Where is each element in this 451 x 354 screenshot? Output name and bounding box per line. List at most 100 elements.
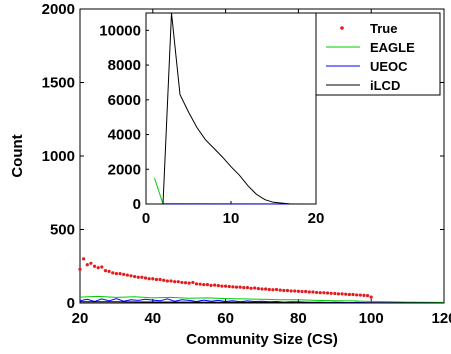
true-data-point [278, 288, 282, 292]
true-data-point [122, 272, 126, 276]
true-data-point [89, 261, 93, 265]
legend-marker-true [340, 26, 344, 30]
true-data-point [183, 281, 188, 285]
true-data-point [165, 279, 169, 283]
main-x-tick-label: 80 [290, 310, 307, 327]
true-data-point [187, 281, 191, 285]
true-data-point [162, 278, 166, 282]
true-data-point [129, 274, 133, 278]
true-data-point [333, 291, 337, 296]
true-data-point [133, 274, 137, 279]
true-data-point [100, 265, 104, 269]
true-data-point [304, 289, 308, 294]
true-data-point [358, 293, 362, 297]
true-data-point [194, 282, 199, 286]
main-y-tick-label: 1500 [42, 75, 75, 92]
main-x-tick-label: 100 [359, 310, 384, 327]
true-data-point [289, 289, 293, 293]
true-data-point [267, 287, 271, 292]
true-data-point [154, 277, 159, 282]
true-data-point [351, 292, 355, 297]
true-data-point [216, 284, 220, 288]
inset-x-tick-label: 20 [308, 210, 325, 227]
true-data-point [169, 279, 173, 283]
true-data-point [78, 267, 82, 271]
true-data-point [249, 286, 253, 290]
true-data-point [220, 284, 224, 288]
true-data-point [234, 285, 239, 289]
true-data-point [125, 273, 129, 277]
true-data-point [260, 287, 264, 291]
true-data-point [173, 280, 177, 284]
true-data-point [271, 288, 275, 292]
true-data-point [362, 293, 366, 297]
main-y-tick-label: 0 [67, 295, 75, 312]
inset-x-tick-label: 0 [142, 210, 150, 227]
true-data-point [256, 286, 260, 291]
true-data-point [85, 263, 89, 267]
true-data-point [231, 285, 235, 289]
true-data-point [365, 294, 370, 298]
main-y-tick-label: 500 [50, 222, 75, 239]
true-data-point [114, 272, 118, 276]
true-data-point [307, 290, 311, 294]
true-data-point [355, 293, 359, 297]
true-data-point [347, 292, 351, 297]
inset-plot-frame [145, 12, 317, 205]
true-data-point [147, 277, 151, 281]
true-data-point [136, 275, 140, 279]
true-data-point [140, 275, 144, 279]
true-data-point [293, 289, 297, 293]
true-data-point [253, 286, 257, 290]
inset-y-tick-label: 2000 [108, 161, 141, 178]
true-data-point [227, 284, 231, 289]
true-data-point [311, 290, 315, 294]
true-data-point [176, 280, 180, 284]
inset-y-tick-label: 4000 [108, 127, 141, 144]
main-x-tick-label: 40 [144, 310, 161, 327]
true-data-point [318, 291, 322, 295]
true-data-point [158, 277, 162, 282]
x-axis-label: Community Size (CS) [186, 331, 338, 348]
true-data-point [315, 290, 319, 295]
series-line-ilcd [80, 301, 445, 304]
true-data-point [143, 276, 148, 280]
true-data-point [198, 282, 202, 286]
true-data-point [92, 264, 97, 268]
true-data-point [191, 280, 195, 285]
inset-series-line-ilcd [162, 12, 316, 205]
inset-y-tick-label: 6000 [108, 92, 141, 109]
main-x-tick-label: 60 [217, 310, 234, 327]
true-data-point [285, 288, 290, 293]
true-data-point [118, 272, 122, 276]
main-y-tick-label: 1000 [42, 148, 75, 165]
true-data-point [245, 285, 250, 290]
true-data-point [264, 287, 268, 291]
inset-series-line-eagle [154, 177, 164, 205]
true-data-point [238, 285, 242, 289]
true-data-point [325, 291, 330, 295]
inset-y-tick-label: 0 [133, 196, 141, 213]
true-data-point [209, 283, 213, 287]
true-data-point [344, 292, 348, 296]
true-data-point [224, 284, 228, 288]
true-data-point [369, 295, 373, 299]
true-data-point [151, 277, 155, 281]
true-data-point [242, 285, 246, 290]
true-data-point [202, 283, 206, 287]
true-data-point [111, 271, 115, 275]
legend-label: EAGLE [370, 40, 415, 55]
inset-y-tick-label: 10000 [99, 22, 141, 39]
true-data-point [103, 269, 108, 273]
true-data-point [274, 287, 279, 292]
legend-box [315, 12, 441, 96]
main-x-tick-label: 120 [431, 310, 451, 327]
true-data-point [300, 289, 304, 294]
y-axis-label: Count [9, 134, 26, 177]
legend-label: iLCD [370, 78, 400, 93]
true-data-point [340, 292, 344, 296]
true-data-point [180, 280, 184, 285]
true-data-point [336, 292, 341, 296]
true-data-point [213, 283, 217, 287]
